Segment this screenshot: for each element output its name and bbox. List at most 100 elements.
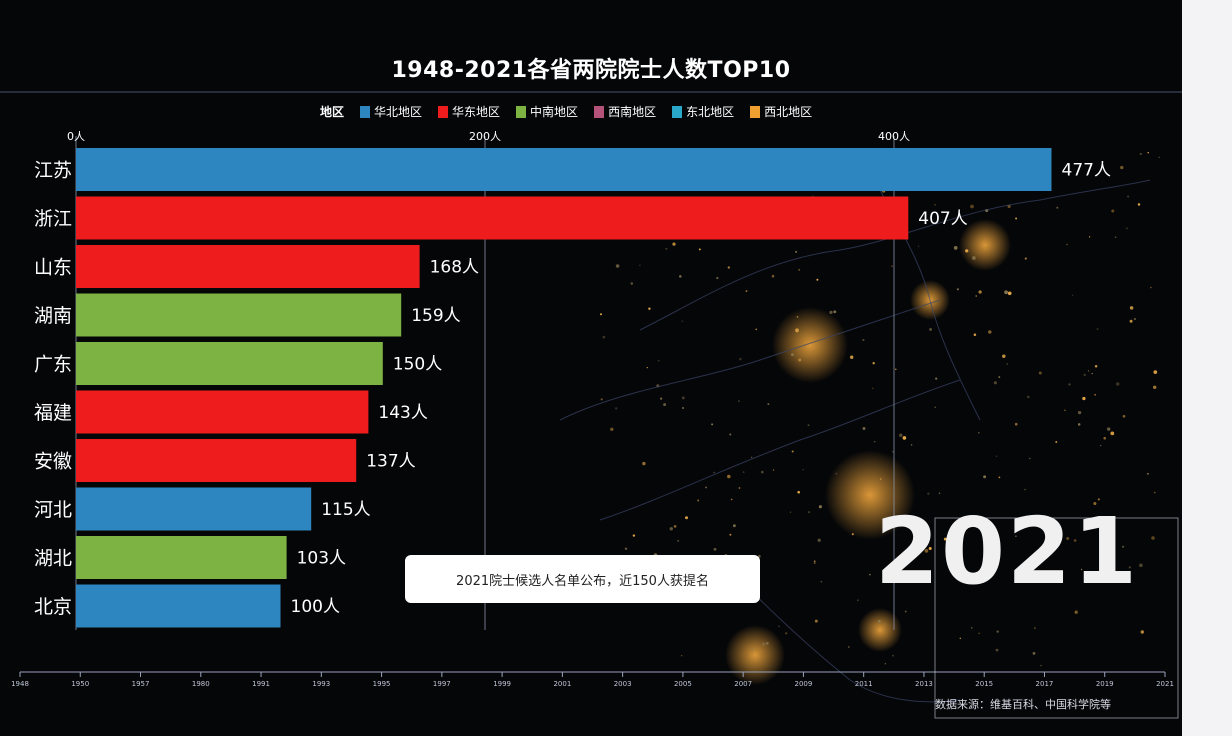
timeline-year-label[interactable]: 1957 [132, 680, 150, 688]
night-map-background [559, 148, 1160, 703]
legend-swatch [672, 105, 683, 118]
legend-item-southwest[interactable]: 西南地区 [594, 103, 656, 120]
city-light [820, 580, 823, 583]
timeline-year-label[interactable]: 2003 [614, 680, 632, 688]
city-light [1066, 537, 1070, 540]
bar[interactable] [76, 536, 287, 579]
bar[interactable] [76, 390, 369, 434]
timeline-year-label[interactable]: 1995 [373, 680, 391, 688]
city-light [1150, 286, 1152, 289]
city-light [1034, 627, 1036, 629]
legend-item-north[interactable]: 华北地区 [360, 103, 422, 120]
timeline-year-label[interactable]: 2015 [975, 680, 993, 688]
city-glow [959, 219, 1011, 271]
bar[interactable] [76, 487, 312, 531]
bar[interactable] [76, 245, 420, 288]
city-light [1103, 436, 1106, 440]
timeline-year-label[interactable]: 1980 [192, 680, 210, 688]
city-light [1120, 165, 1124, 170]
timeline-year-label[interactable]: 2011 [855, 680, 873, 688]
bar[interactable] [76, 439, 357, 482]
city-light [1099, 444, 1102, 447]
category-label: 湖南 [34, 305, 72, 327]
city-light [739, 357, 742, 361]
legend-swatch [516, 105, 527, 118]
legend-item-central-south[interactable]: 中南地区 [516, 103, 578, 120]
timeline-year-label[interactable]: 2005 [674, 680, 692, 688]
legend-item-east[interactable]: 华东地区 [438, 103, 500, 120]
city-light [1047, 545, 1051, 549]
city-light [877, 619, 881, 623]
category-label: 广东 [34, 354, 72, 376]
timeline-year-label[interactable]: 1991 [252, 680, 270, 688]
timeline-year-label[interactable]: 1999 [493, 680, 511, 688]
city-light [833, 310, 837, 314]
city-light [953, 246, 958, 250]
city-glow [772, 307, 848, 383]
city-light [1032, 652, 1036, 655]
city-light [648, 307, 651, 310]
city-light [610, 427, 614, 431]
timeline-year-label[interactable]: 2017 [1036, 680, 1054, 688]
timeline-year-label[interactable]: 2019 [1096, 680, 1114, 688]
city-light [995, 455, 998, 457]
bar[interactable] [76, 584, 281, 628]
city-light [892, 654, 894, 657]
city-glow [825, 450, 915, 540]
right-margin [1182, 0, 1232, 736]
city-glow [725, 625, 785, 685]
city-light [796, 316, 799, 318]
city-light [872, 387, 874, 389]
city-light [862, 427, 866, 430]
timeline-year-label[interactable]: 1950 [71, 680, 89, 688]
x-tick-label: 200人 [469, 130, 501, 143]
legend-swatch [438, 105, 449, 118]
annotation-box: 2021院士候选人名单公布，近150人获提名 [405, 555, 760, 603]
city-light [669, 527, 674, 531]
city-light [729, 533, 732, 536]
city-light [1055, 441, 1058, 443]
timeline-year-label[interactable]: 2001 [553, 680, 571, 688]
bar[interactable] [76, 148, 1052, 191]
city-light [892, 450, 894, 453]
city-light [818, 505, 822, 509]
city-light [789, 511, 792, 513]
legend-item-northwest[interactable]: 西北地区 [750, 103, 812, 120]
timeline-year-label[interactable]: 2021 [1156, 680, 1174, 688]
city-light [879, 478, 882, 480]
city-light [1015, 217, 1018, 220]
timeline-year-label[interactable]: 2013 [915, 680, 933, 688]
city-light [814, 619, 818, 623]
city-light [732, 524, 736, 528]
legend-item-northeast[interactable]: 东北地区 [672, 103, 734, 120]
city-light [730, 498, 733, 501]
city-light [1121, 545, 1125, 548]
city-light [713, 547, 717, 551]
city-light [816, 278, 819, 281]
city-light [751, 648, 754, 651]
city-light [1151, 536, 1155, 540]
city-light [1139, 152, 1142, 156]
city-light [934, 204, 936, 206]
bar[interactable] [76, 342, 383, 385]
timeline-year-label[interactable]: 1993 [312, 680, 330, 688]
timeline-year-label[interactable]: 2009 [795, 680, 813, 688]
timeline-year-label[interactable]: 2007 [734, 680, 752, 688]
city-light [1082, 396, 1086, 401]
legend-swatch [594, 105, 605, 118]
city-light [1126, 227, 1128, 230]
city-light [872, 361, 875, 365]
city-light [975, 295, 978, 297]
city-light [1087, 577, 1090, 580]
city-light [1089, 236, 1091, 238]
city-light [869, 573, 871, 576]
timeline-year-label[interactable]: 1948 [11, 680, 29, 688]
bar[interactable] [76, 196, 909, 240]
bar[interactable] [76, 293, 402, 337]
city-light [1140, 630, 1145, 634]
timeline-year-label[interactable]: 1997 [433, 680, 451, 688]
city-light [1129, 306, 1134, 310]
city-light [835, 472, 838, 475]
city-light [1083, 373, 1086, 376]
